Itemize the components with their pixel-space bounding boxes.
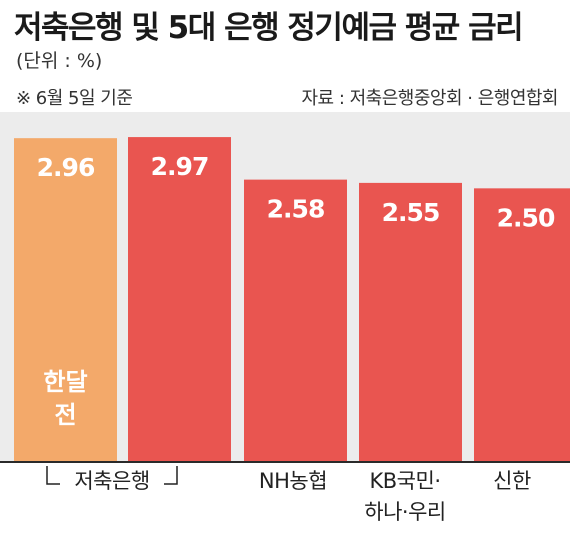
bar-2 (128, 137, 231, 461)
month-ago-note-line-1: 한달 (43, 368, 87, 396)
chart-title: 저축은행 및 5대 은행 정기예금 평균 금리 (14, 10, 524, 46)
category-label-savings-bank: 저축은행 (64, 466, 160, 497)
bar-value-label-3: 2.58 (267, 195, 325, 224)
category-label-shinhan: 신한 (493, 469, 531, 493)
category-label-kb-line2: 하나·우리 (364, 500, 446, 524)
group-bracket (46, 466, 178, 485)
source-note: 자료 : 저축은행중앙회 · 은행연합회 (301, 88, 558, 109)
category-label-nh: NH농협 (258, 469, 328, 493)
bar-value-label-1: 2.96 (37, 153, 95, 182)
bar-value-label-5: 2.50 (497, 203, 555, 232)
basis-date-note: ※ 6월 5일 기준 (16, 88, 133, 109)
bar-1 (14, 138, 117, 462)
x-axis-baseline (0, 461, 570, 463)
bar-value-label-4: 2.55 (382, 198, 440, 227)
unit-label: (단위 : %) (16, 50, 103, 72)
bar-3 (244, 179, 347, 461)
bar-5 (474, 188, 570, 461)
bar-value-label-2: 2.97 (151, 152, 209, 181)
category-label-kb-line1: KB국민· (369, 469, 442, 493)
bar-4 (359, 182, 462, 461)
month-ago-note-line-2: 전 (54, 401, 76, 429)
bar-chart: 2.96 2.97 2.58 2.55 2.50 한달전 (14, 137, 570, 462)
